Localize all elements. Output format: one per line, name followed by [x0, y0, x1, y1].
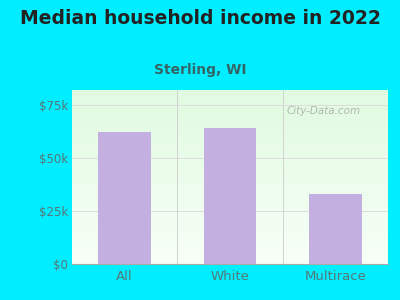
Bar	[204, 128, 256, 264]
Text: City-Data.com: City-Data.com	[287, 106, 361, 116]
Bar	[309, 194, 362, 264]
Text: Sterling, WI: Sterling, WI	[154, 63, 246, 77]
Bar	[98, 132, 151, 264]
Text: Median household income in 2022: Median household income in 2022	[20, 9, 380, 28]
